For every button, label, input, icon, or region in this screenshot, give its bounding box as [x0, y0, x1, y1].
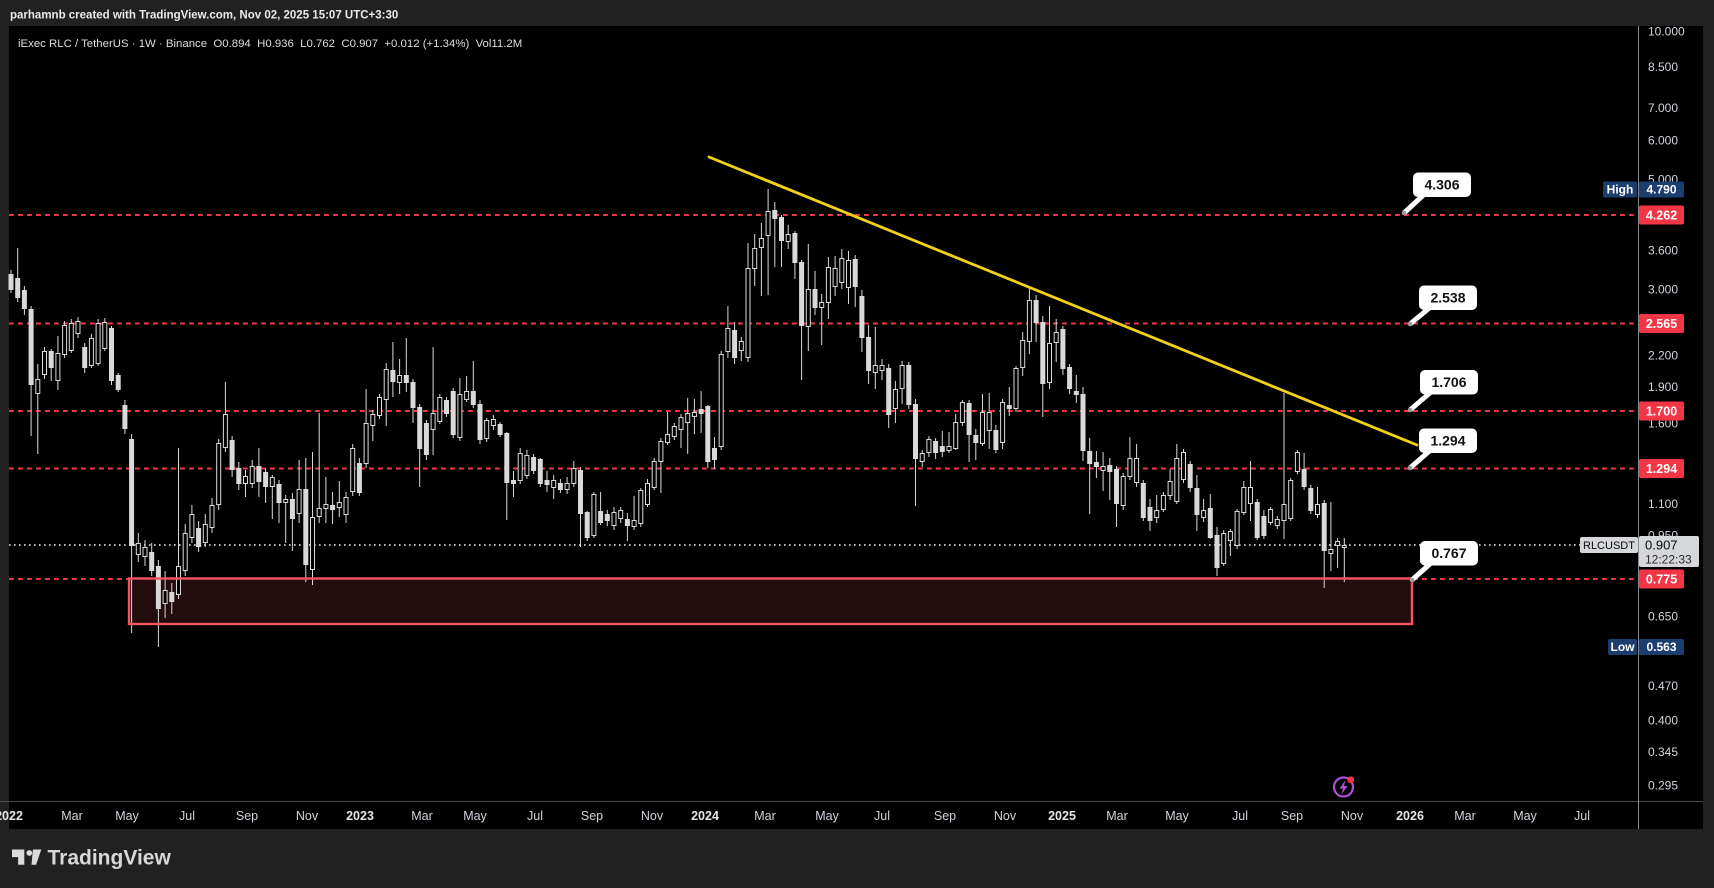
- svg-text:2022: 2022: [0, 809, 23, 823]
- svg-text:Mar: Mar: [1454, 809, 1476, 823]
- svg-text:0.767: 0.767: [1431, 545, 1466, 561]
- svg-text:0.400: 0.400: [1648, 714, 1678, 728]
- svg-text:Nov: Nov: [1341, 809, 1364, 823]
- svg-text:Jul: Jul: [874, 809, 890, 823]
- svg-text:1.100: 1.100: [1648, 497, 1678, 511]
- svg-text:May: May: [1513, 809, 1537, 823]
- svg-text:4.262: 4.262: [1646, 209, 1677, 223]
- svg-text:2024: 2024: [691, 809, 719, 823]
- svg-text:May: May: [115, 809, 139, 823]
- svg-text:High: High: [1607, 183, 1634, 197]
- svg-text:May: May: [1165, 809, 1189, 823]
- svg-text:2.200: 2.200: [1648, 349, 1678, 363]
- svg-text:May: May: [815, 809, 839, 823]
- svg-text:Sep: Sep: [934, 809, 956, 823]
- svg-text:TradingView: TradingView: [48, 847, 172, 870]
- svg-text:0.470: 0.470: [1648, 679, 1678, 693]
- svg-text:Low: Low: [1611, 640, 1636, 654]
- svg-text:2.565: 2.565: [1646, 317, 1677, 331]
- svg-text:12:22:33: 12:22:33: [1645, 553, 1692, 567]
- svg-text:Sep: Sep: [236, 809, 258, 823]
- svg-text:Nov: Nov: [994, 809, 1017, 823]
- svg-text:Mar: Mar: [1106, 809, 1128, 823]
- svg-text:Sep: Sep: [581, 809, 603, 823]
- svg-text:1.706: 1.706: [1431, 374, 1466, 390]
- svg-text:4.306: 4.306: [1424, 177, 1459, 193]
- svg-text:parhamnb created with TradingV: parhamnb created with TradingView.com, N…: [10, 10, 398, 22]
- svg-text:Sep: Sep: [1281, 809, 1303, 823]
- svg-text:0.907: 0.907: [1645, 538, 1678, 553]
- svg-text:0.775: 0.775: [1646, 573, 1677, 587]
- svg-text:8.500: 8.500: [1648, 60, 1678, 74]
- svg-text:Jul: Jul: [1574, 809, 1590, 823]
- svg-text:Nov: Nov: [641, 809, 664, 823]
- svg-text:3.000: 3.000: [1648, 283, 1678, 297]
- svg-text:iExec RLC / TetherUS · 1W · Bi: iExec RLC / TetherUS · 1W · Binance O0.8…: [18, 38, 522, 50]
- svg-text:0.345: 0.345: [1648, 745, 1678, 759]
- svg-text:Mar: Mar: [61, 809, 83, 823]
- svg-text:2026: 2026: [1396, 809, 1424, 823]
- svg-text:1.294: 1.294: [1646, 462, 1677, 476]
- svg-text:Jul: Jul: [179, 809, 195, 823]
- svg-text:7.000: 7.000: [1648, 101, 1678, 115]
- svg-text:Jul: Jul: [1232, 809, 1248, 823]
- svg-text:Jul: Jul: [527, 809, 543, 823]
- svg-text:2025: 2025: [1048, 809, 1076, 823]
- svg-text:1.700: 1.700: [1646, 405, 1677, 419]
- svg-text:2.538: 2.538: [1430, 290, 1465, 306]
- svg-text:0.295: 0.295: [1648, 779, 1678, 793]
- svg-text:0.563: 0.563: [1646, 640, 1676, 654]
- svg-text:Nov: Nov: [296, 809, 319, 823]
- svg-text:May: May: [463, 809, 487, 823]
- svg-text:RLCUSDT: RLCUSDT: [1583, 540, 1635, 552]
- svg-text:1.294: 1.294: [1430, 433, 1465, 449]
- svg-text:4.790: 4.790: [1646, 183, 1676, 197]
- svg-text:6.000: 6.000: [1648, 134, 1678, 148]
- svg-text:Mar: Mar: [754, 809, 776, 823]
- svg-text:3.600: 3.600: [1648, 244, 1678, 258]
- svg-text:10.000: 10.000: [1648, 25, 1685, 39]
- svg-text:0.650: 0.650: [1648, 610, 1678, 624]
- svg-text:2023: 2023: [346, 809, 374, 823]
- svg-text:1.900: 1.900: [1648, 380, 1678, 394]
- svg-text:Mar: Mar: [411, 809, 433, 823]
